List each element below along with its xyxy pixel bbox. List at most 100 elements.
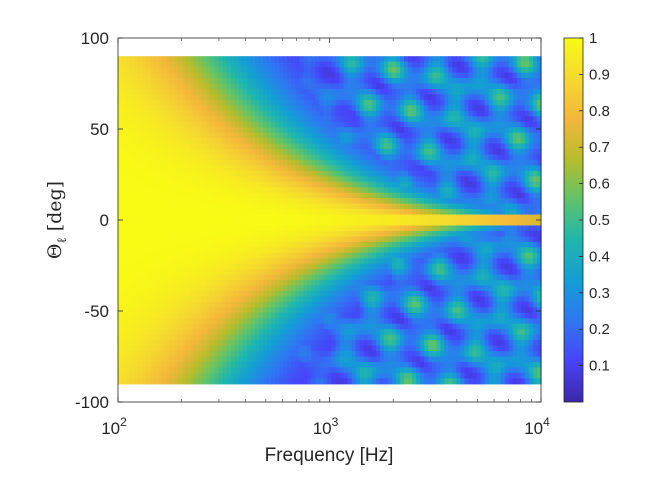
heatmap-cell: [444, 367, 449, 374]
heatmap-cell: [226, 116, 232, 123]
heatmap-cell: [428, 307, 433, 314]
heatmap-cell: [267, 181, 272, 188]
heatmap-cell: [440, 121, 445, 128]
heatmap-cell: [408, 220, 413, 227]
heatmap-cell: [122, 209, 127, 216]
heatmap-cell: [263, 78, 268, 85]
heatmap-cell: [275, 323, 280, 330]
heatmap-cell: [287, 187, 292, 194]
heatmap-cell: [355, 329, 361, 336]
heatmap-cell: [404, 149, 409, 156]
heatmap-cell: [263, 361, 268, 369]
heatmap-cell: [363, 329, 369, 336]
heatmap-cell: [122, 329, 127, 336]
heatmap-cell: [315, 159, 321, 166]
heatmap-cell: [387, 285, 393, 292]
heatmap-cell: [254, 187, 260, 194]
heatmap-cell: [295, 236, 300, 243]
heatmap-cell: [375, 203, 381, 210]
heatmap-cell: [206, 78, 212, 85]
heatmap-cell: [174, 132, 180, 139]
heatmap-cell: [339, 241, 345, 248]
heatmap-cell: [343, 345, 349, 352]
heatmap-cell: [218, 236, 224, 243]
heatmap-cell: [363, 176, 369, 183]
heatmap-cell: [122, 258, 127, 265]
heatmap-cell: [307, 83, 312, 90]
heatmap-cell: [254, 132, 260, 139]
heatmap-cell: [166, 312, 171, 319]
heatmap-cell: [130, 269, 135, 276]
heatmap-cell: [271, 105, 276, 112]
heatmap-cell: [400, 274, 405, 281]
heatmap-cell: [250, 94, 256, 101]
heatmap-cell: [351, 274, 357, 281]
heatmap-cell: [375, 345, 381, 352]
heatmap-cell: [242, 170, 248, 177]
heatmap-cell: [359, 329, 365, 336]
heatmap-cell: [448, 99, 453, 106]
heatmap-cell: [279, 323, 284, 330]
heatmap-cell: [327, 258, 333, 265]
heatmap-cell: [391, 110, 397, 117]
heatmap-cell: [170, 263, 175, 270]
heatmap-cell: [331, 110, 337, 117]
heatmap-cell: [287, 351, 292, 358]
heatmap-cell: [194, 252, 200, 259]
heatmap-cell: [319, 132, 325, 139]
heatmap-cell: [134, 181, 139, 188]
heatmap-cell: [391, 225, 397, 232]
heatmap-cell: [347, 252, 353, 259]
heatmap-cell: [254, 225, 260, 232]
heatmap-cell: [250, 88, 256, 96]
heatmap-cell: [291, 88, 296, 96]
heatmap-cell: [118, 78, 123, 85]
heatmap-cell: [130, 285, 135, 292]
heatmap-cell: [126, 110, 131, 117]
heatmap-cell: [214, 78, 220, 85]
heatmap-cell: [355, 143, 361, 150]
heatmap-cell: [359, 198, 365, 205]
heatmap-cell: [246, 94, 252, 101]
heatmap-cell: [142, 214, 147, 221]
heatmap-cell: [395, 176, 401, 183]
heatmap-cell: [299, 334, 304, 341]
heatmap-cell: [222, 159, 228, 166]
heatmap-cell: [428, 154, 433, 161]
heatmap-cell: [263, 318, 268, 325]
heatmap-cell: [391, 61, 397, 68]
heatmap-cell: [311, 351, 316, 358]
heatmap-cell: [254, 88, 260, 96]
heatmap-cell: [440, 88, 445, 96]
heatmap-cell: [178, 269, 184, 276]
heatmap-cell: [327, 187, 333, 194]
heatmap-cell: [130, 220, 135, 227]
heatmap-cell: [226, 285, 232, 292]
heatmap-cell: [315, 247, 321, 254]
heatmap-cell: [234, 378, 240, 385]
heatmap-cell: [134, 203, 139, 210]
heatmap-cell: [263, 149, 268, 156]
heatmap-cell: [428, 230, 433, 237]
heatmap-cell: [134, 280, 139, 287]
heatmap-cell: [263, 378, 268, 385]
heatmap-cell: [138, 149, 143, 156]
heatmap-cell: [331, 192, 337, 199]
heatmap-cell: [250, 345, 256, 352]
heatmap-cell: [250, 203, 256, 210]
heatmap-cell: [395, 372, 401, 379]
heatmap-cell: [428, 351, 433, 358]
heatmap-cell: [182, 274, 188, 281]
heatmap-cell: [154, 372, 159, 379]
heatmap-cell: [254, 214, 260, 221]
heatmap-cell: [444, 252, 449, 259]
heatmap-cell: [400, 105, 405, 112]
heatmap-cell: [190, 356, 196, 363]
heatmap-cell: [327, 176, 333, 183]
heatmap-cell: [126, 329, 131, 336]
heatmap-cell: [246, 116, 252, 123]
heatmap-cell: [347, 312, 353, 319]
heatmap-cell: [254, 121, 260, 128]
heatmap-cell: [319, 323, 325, 330]
heatmap-cell: [327, 99, 333, 106]
